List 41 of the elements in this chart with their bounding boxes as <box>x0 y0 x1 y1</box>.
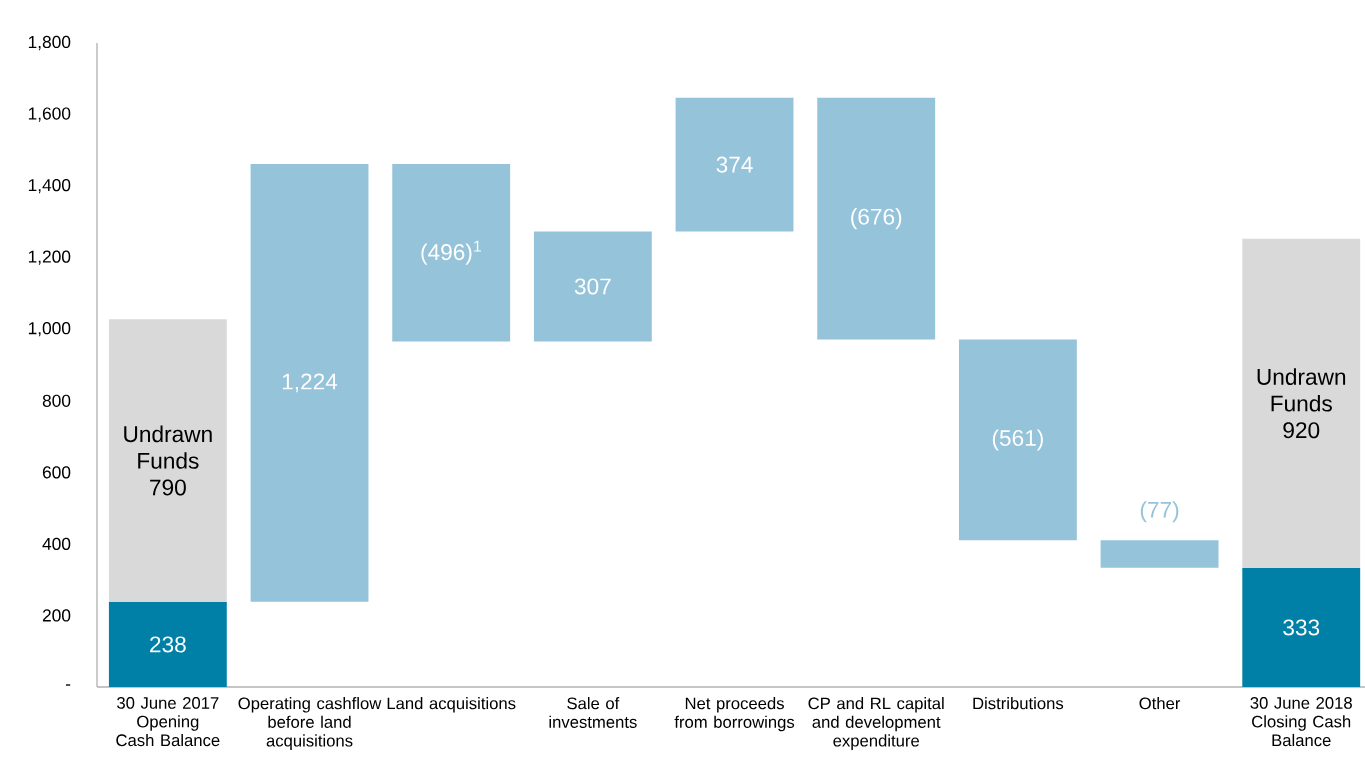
x-tick-label: Land acquisitions <box>387 697 516 713</box>
bar <box>675 97 794 232</box>
x-tick-label: Sale of investments <box>549 697 637 728</box>
bar <box>1242 567 1361 687</box>
data-label: (561) <box>992 429 1043 451</box>
y-tick-label: 1,000 <box>28 322 71 337</box>
bar <box>817 97 936 340</box>
x-tick-label: Distributions <box>973 697 1064 710</box>
y-tick-label: 800 <box>42 394 71 407</box>
y-tick-label: 1,800 <box>28 35 71 51</box>
bar <box>250 163 369 602</box>
y-tick-label: 1,600 <box>28 107 71 122</box>
data-label: 374 <box>716 156 753 173</box>
data-label: Undrawn Funds 920 <box>1257 368 1346 439</box>
data-label: 238 <box>150 636 186 653</box>
data-label: Undrawn Funds 790 <box>124 425 212 496</box>
x-tick-label: Other <box>1139 697 1181 710</box>
y-tick-label: 600 <box>42 466 71 479</box>
y-tick-label: 1,400 <box>28 178 71 194</box>
x-tick-label: 30 June 2017 Opening Cash Balance <box>116 697 220 747</box>
x-tick-label: 30 June 2018 Closing Cash Balance <box>1250 697 1352 747</box>
bar <box>392 163 511 342</box>
data-label: 333 <box>1283 619 1320 636</box>
bar <box>1242 238 1361 568</box>
y-tick-label: - <box>65 684 71 686</box>
y-tick-label: 1,200 <box>28 250 71 265</box>
bar <box>533 231 652 342</box>
bar <box>108 601 227 687</box>
x-tick-label: CP and RL capital and development expenditure <box>808 697 944 750</box>
x-tick-label: Operating cashflow before land acquisitions <box>238 697 382 750</box>
x-tick-label: Net proceeds from borrowings <box>674 697 795 732</box>
data-label: 307 <box>574 278 611 295</box>
data-label: (496)$^{1}$ <box>421 240 481 265</box>
data-label: (77) <box>1140 501 1179 523</box>
data-label: (676) <box>851 208 902 230</box>
bar <box>1100 540 1219 568</box>
y-tick-label: 200 <box>42 609 71 622</box>
bar <box>958 339 1077 541</box>
y-tick-label: 400 <box>42 537 71 551</box>
data-label: 1,224 <box>282 373 338 393</box>
bar <box>108 319 227 602</box>
